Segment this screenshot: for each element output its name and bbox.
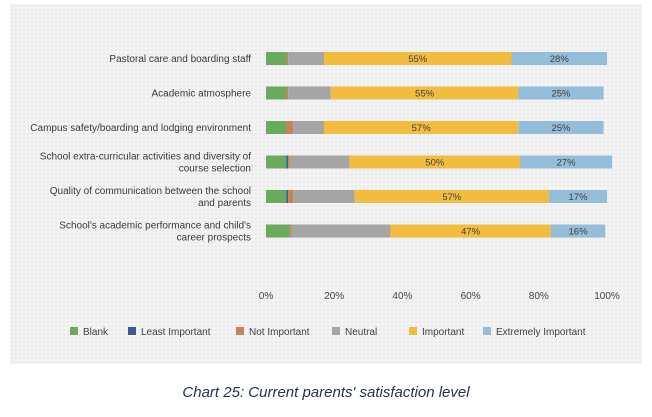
bar-segment-important: [390, 224, 551, 238]
legend-label: Extremely Important: [496, 327, 586, 338]
bar-segment-not-important: [288, 190, 294, 203]
bar-segment-extremely-important: [520, 155, 613, 169]
data-label: 16%: [569, 227, 589, 238]
category-label: and parents: [198, 198, 251, 209]
legend-swatch: [332, 327, 340, 335]
data-label: 55%: [408, 54, 428, 65]
category-label: Quality of communication between the sch…: [50, 186, 251, 197]
stacked-bar-chart: Pastoral care and boarding staff Academic…: [30, 52, 620, 338]
bar-segment-extremely-important: [518, 121, 604, 134]
legend-label: Important: [422, 327, 464, 338]
bar-segment-extremely-important: [518, 86, 604, 100]
bar-segment-important: [323, 52, 512, 65]
data-label: 25%: [551, 89, 571, 100]
bar-segment-extremely-important: [511, 52, 607, 65]
data-label: 25%: [551, 123, 571, 134]
x-tick-label: 80%: [529, 291, 549, 302]
legend-label: Neutral: [345, 327, 377, 338]
bar-segment-not-important: [289, 224, 292, 238]
bar-segment-important: [330, 86, 519, 100]
data-label: 50%: [425, 158, 445, 169]
category-label: course selection: [179, 164, 251, 175]
bar-segment-not-important: [286, 52, 289, 65]
bar-segment-extremely-important: [549, 190, 607, 203]
category-label: Academic atmosphere: [152, 89, 252, 100]
legend-label: Not Important: [249, 327, 310, 338]
bar-segment-blank: [266, 52, 287, 65]
x-tick-label: 100%: [594, 291, 620, 302]
legend-swatch: [128, 327, 136, 335]
bar-segment-neutral: [293, 190, 355, 203]
legend-swatch: [483, 327, 491, 335]
x-tick-label: 0%: [259, 291, 274, 302]
data-label: 55%: [415, 89, 435, 100]
x-tick-label: 40%: [392, 291, 412, 302]
bar-segment-neutral: [288, 52, 324, 65]
bar-segment-neutral: [288, 86, 331, 100]
bar-segment-important: [354, 190, 550, 203]
data-label: 28%: [550, 54, 570, 65]
bar-segment-not-important: [286, 121, 294, 134]
bar-segment-not-important: [286, 86, 289, 100]
data-label: 47%: [461, 227, 481, 238]
category-label: School extra-curricular activities and d…: [40, 152, 251, 163]
legend-swatch: [70, 327, 78, 335]
legend-swatch: [236, 327, 244, 335]
bar-segment-extremely-important: [550, 224, 606, 238]
category-label: School's academic performance and child'…: [59, 221, 251, 232]
bar-segment-blank: [266, 155, 287, 169]
data-label: 17%: [569, 192, 589, 203]
bar-segment-blank: [266, 224, 290, 238]
bar-segment-blank: [266, 190, 287, 203]
data-label: 27%: [557, 158, 577, 169]
bar-segment-least-important: [286, 190, 289, 203]
category-label: Campus safety/boarding and lodging envir…: [30, 123, 251, 134]
bar-segment-important: [323, 121, 519, 134]
bar-segment-not-important: [288, 155, 290, 169]
bar-segment-least-important: [286, 155, 289, 169]
bar-segment-blank: [266, 121, 287, 134]
category-label: Pastoral care and boarding staff: [109, 54, 251, 65]
data-label: 57%: [442, 192, 462, 203]
x-tick-label: 60%: [461, 291, 481, 302]
legend-label: Blank: [83, 327, 109, 338]
bar-segment-blank: [266, 86, 287, 100]
chart-caption: Chart 25: Current parents' satisfaction …: [182, 384, 470, 401]
legend-swatch: [409, 327, 417, 335]
legend-label: Least Important: [141, 327, 211, 338]
bar-segment-neutral: [293, 121, 324, 134]
x-tick-label: 20%: [324, 291, 344, 302]
chart-panel: Pastoral care and boarding staff Academic…: [10, 4, 642, 364]
category-label: career prospects: [177, 233, 251, 244]
bar-segment-neutral: [289, 155, 350, 169]
bar-segment-neutral: [291, 224, 391, 238]
data-label: 57%: [412, 123, 432, 134]
bar-segment-important: [349, 155, 521, 169]
